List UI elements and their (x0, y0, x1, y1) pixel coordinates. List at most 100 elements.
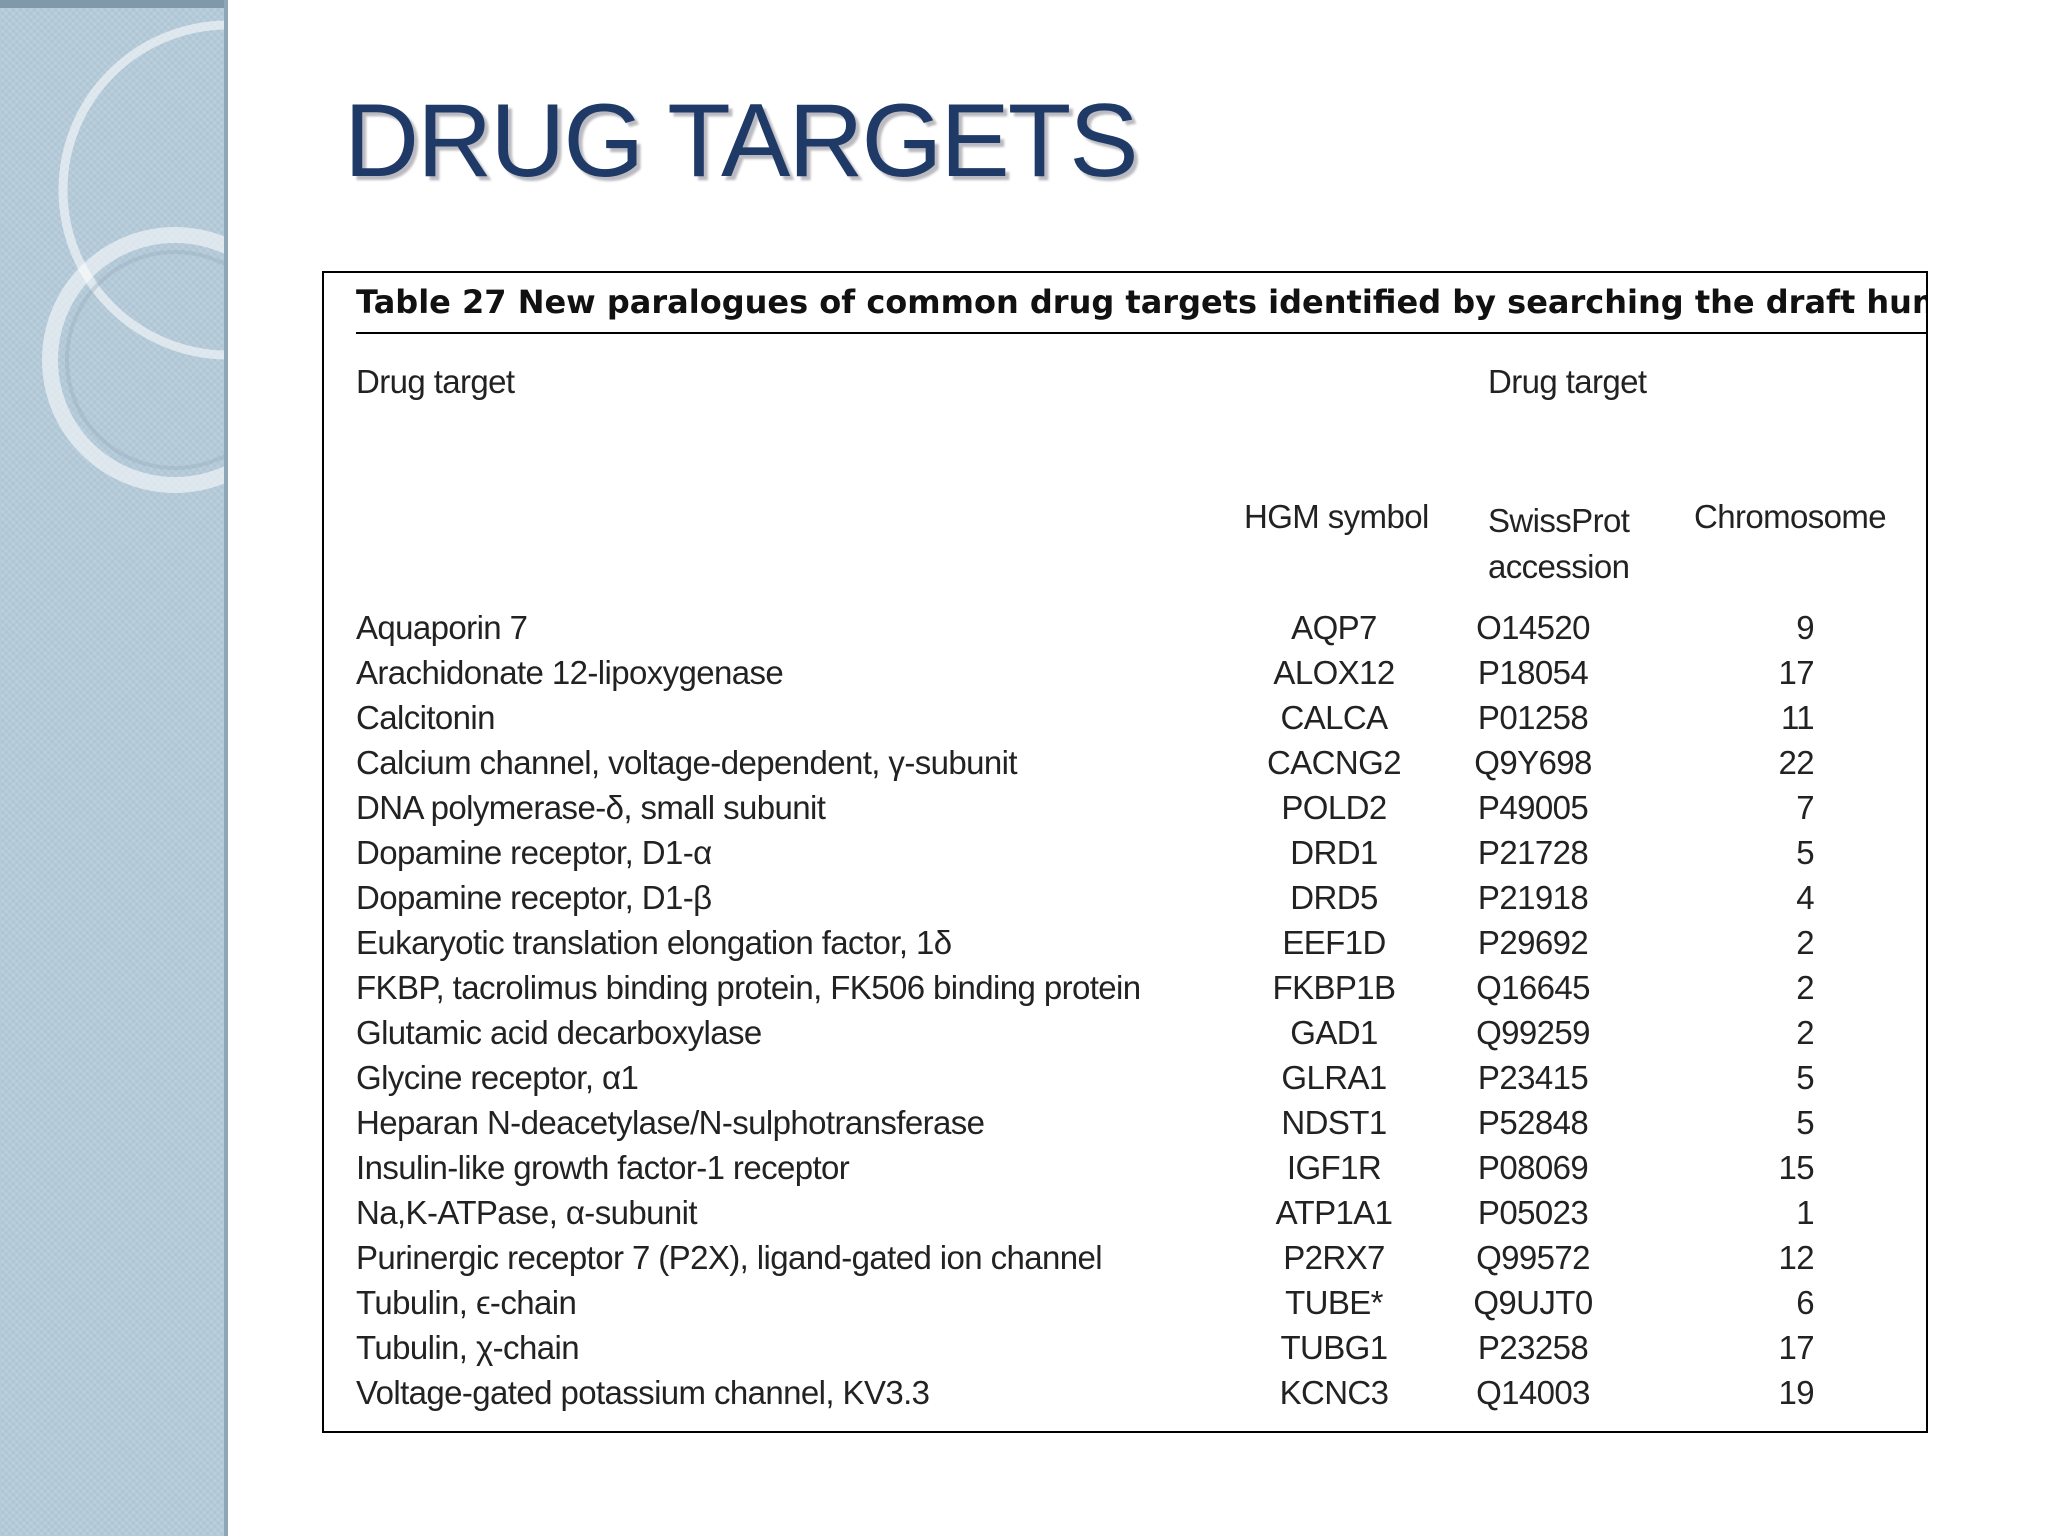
chromosome-cell: 19 (1778, 1374, 1814, 1411)
table-row: Tubulin, χ-chain TUBG1 P23258 17 (324, 1329, 1926, 1374)
hgm-symbol-cell: TUBE* (1285, 1284, 1383, 1321)
chromosome-cell: 6 (1796, 1284, 1814, 1321)
chromosome-cell: 22 (1778, 744, 1814, 781)
chromosome-cell: 2 (1796, 969, 1814, 1006)
table-row: Tubulin, ϵ-chain TUBE* Q9UJT0 6 (324, 1284, 1926, 1329)
caption-rule (356, 332, 1926, 334)
swissprot-cell: Q14003 (1476, 1374, 1590, 1411)
table-row: Arachidonate 12-lipoxygenase ALOX12 P18054… (324, 654, 1926, 699)
hgm-symbol-cell: POLD2 (1281, 789, 1387, 826)
swissprot-cell: Q9UJT0 (1473, 1284, 1593, 1321)
table-row: Insulin-like growth factor-1 receptor IGF… (324, 1149, 1926, 1194)
hgm-symbol-cell: TUBG1 (1280, 1329, 1388, 1366)
swissprot-cell: Q9Y698 (1474, 744, 1592, 781)
chromosome-cell: 9 (1796, 609, 1814, 646)
table-body: Aquaporin 7 AQP7 O14520 9 Arachidonate 12-l… (324, 609, 1926, 1419)
drug-target-cell: Na,K-ATPase, α-subunit (356, 1194, 698, 1231)
drug-target-cell: Tubulin, χ-chain (356, 1329, 580, 1366)
chromosome-cell: 17 (1778, 1329, 1814, 1366)
swissprot-cell: P21728 (1477, 834, 1589, 871)
column-header-chromosome: Chromosome (1694, 498, 1887, 535)
swissprot-cell: O14520 (1476, 609, 1590, 646)
hgm-symbol-cell: ATP1A1 (1275, 1194, 1393, 1231)
drug-target-cell: Glutamic acid decarboxylase (356, 1014, 762, 1051)
table-row: Dopamine receptor, D1-β DRD5 P21918 4 (324, 879, 1926, 924)
table-row: Na,K-ATPase, α-subunit ATP1A1 P05023 1 (324, 1194, 1926, 1239)
drug-target-cell: Aquaporin 7 (356, 609, 528, 646)
column-header-swissprot-line1: SwissProt (1488, 502, 1630, 539)
chromosome-cell: 2 (1796, 1014, 1814, 1051)
hgm-symbol-cell: GAD1 (1290, 1014, 1378, 1051)
table-row: Purinergic receptor 7 (P2X), ligand-gate… (324, 1239, 1926, 1284)
hgm-symbol-cell: NDST1 (1281, 1104, 1387, 1141)
hgm-symbol-cell: EEF1D (1282, 924, 1386, 961)
chromosome-cell: 12 (1778, 1239, 1814, 1276)
lower-ring (42, 227, 228, 493)
swissprot-cell: P23258 (1477, 1329, 1589, 1366)
drug-target-cell: DNA polymerase-δ, small subunit (356, 789, 826, 826)
hgm-symbol-cell: P2RX7 (1283, 1239, 1385, 1276)
chromosome-cell: 7 (1796, 789, 1814, 826)
chromosome-cell: 5 (1796, 1104, 1814, 1141)
table-row: Glycine receptor, α1 GLRA1 P23415 5 (324, 1059, 1926, 1104)
sidebar-edge (224, 0, 228, 1536)
chromosome-cell: 1 (1796, 1194, 1814, 1231)
group-header-drug-target: Drug target (356, 363, 515, 400)
table-row: Eukaryotic translation elongation factor… (324, 924, 1926, 969)
drug-target-cell: Purinergic receptor 7 (P2X), ligand-gate… (356, 1239, 1103, 1276)
hgm-symbol-cell: IGF1R (1286, 1149, 1382, 1186)
hgm-symbol-cell: FKBP1B (1272, 969, 1397, 1006)
lower-ring-inner (65, 250, 228, 470)
decorative-sidebar (0, 0, 228, 1536)
drug-target-cell: Calcium channel, voltage-dependent, γ-su… (356, 744, 1018, 781)
table-row: Aquaporin 7 AQP7 O14520 9 (324, 609, 1926, 654)
decorative-rings (42, 20, 228, 493)
drug-target-cell: Dopamine receptor, D1-α (356, 834, 712, 871)
drug-target-cell: Insulin-like growth factor-1 receptor (356, 1149, 850, 1186)
hgm-symbol-cell: CALCA (1280, 699, 1388, 736)
hgm-symbol-cell: KCNC3 (1279, 1374, 1389, 1411)
drug-target-cell: Eukaryotic translation elongation factor… (356, 924, 952, 961)
drug-target-cell: Heparan N-deacetylase/N-sulphotransferas… (356, 1104, 985, 1141)
column-header-swissprot-line2: accession (1488, 548, 1630, 585)
slide-title: DRUG TARGETS (344, 83, 1139, 199)
table-row: FKBP, tacrolimus binding protein, FK506 … (324, 969, 1926, 1014)
chromosome-cell: 5 (1796, 834, 1814, 871)
swissprot-cell: P52848 (1477, 1104, 1589, 1141)
hgm-symbol-cell: CACNG2 (1267, 744, 1402, 781)
swissprot-cell: P21918 (1477, 879, 1589, 916)
table-row: Dopamine receptor, D1-α DRD1 P21728 5 (324, 834, 1926, 879)
swissprot-cell: Q99572 (1476, 1239, 1590, 1276)
column-header-hgm-symbol: HGM symbol (1244, 498, 1429, 535)
chromosome-cell: 15 (1778, 1149, 1814, 1186)
drug-target-cell: FKBP, tacrolimus binding protein, FK506 … (356, 969, 1141, 1006)
drug-target-cell: Voltage-gated potassium channel, KV3.3 (356, 1374, 930, 1411)
chromosome-cell: 2 (1796, 924, 1814, 961)
swissprot-cell: P01258 (1477, 699, 1589, 736)
chromosome-cell: 4 (1796, 879, 1814, 916)
drug-target-cell: Dopamine receptor, D1-β (356, 879, 712, 916)
swissprot-cell: P18054 (1477, 654, 1589, 691)
hgm-symbol-cell: GLRA1 (1281, 1059, 1387, 1096)
table-caption: Table 27 New paralogues of common drug t… (356, 283, 1928, 321)
drug-target-cell: Glycine receptor, α1 (356, 1059, 639, 1096)
column-header-swissprot: SwissProt accession (1488, 498, 1630, 590)
chromosome-cell: 11 (1780, 699, 1815, 736)
swissprot-cell: P08069 (1477, 1149, 1589, 1186)
table-row: Calcitonin CALCA P01258 11 (324, 699, 1926, 744)
swissprot-cell: P23415 (1477, 1059, 1589, 1096)
swissprot-cell: P49005 (1477, 789, 1589, 826)
group-header-drug-target-ids: Drug target (1488, 363, 1647, 400)
hgm-symbol-cell: AQP7 (1291, 609, 1377, 646)
chromosome-cell: 17 (1778, 654, 1814, 691)
table-row: Glutamic acid decarboxylase GAD1 Q99259 2 (324, 1014, 1926, 1059)
table-row: Calcium channel, voltage-dependent, γ-su… (324, 744, 1926, 789)
drug-target-cell: Tubulin, ϵ-chain (356, 1284, 577, 1321)
swissprot-cell: P29692 (1477, 924, 1589, 961)
drug-target-cell: Calcitonin (356, 699, 496, 736)
chromosome-cell: 5 (1796, 1059, 1814, 1096)
table-row: Heparan N-deacetylase/N-sulphotransferas… (324, 1104, 1926, 1149)
hgm-symbol-cell: ALOX12 (1273, 654, 1395, 691)
table-row: Voltage-gated potassium channel, KV3.3 KC… (324, 1374, 1926, 1419)
outer-ring (58, 20, 228, 360)
